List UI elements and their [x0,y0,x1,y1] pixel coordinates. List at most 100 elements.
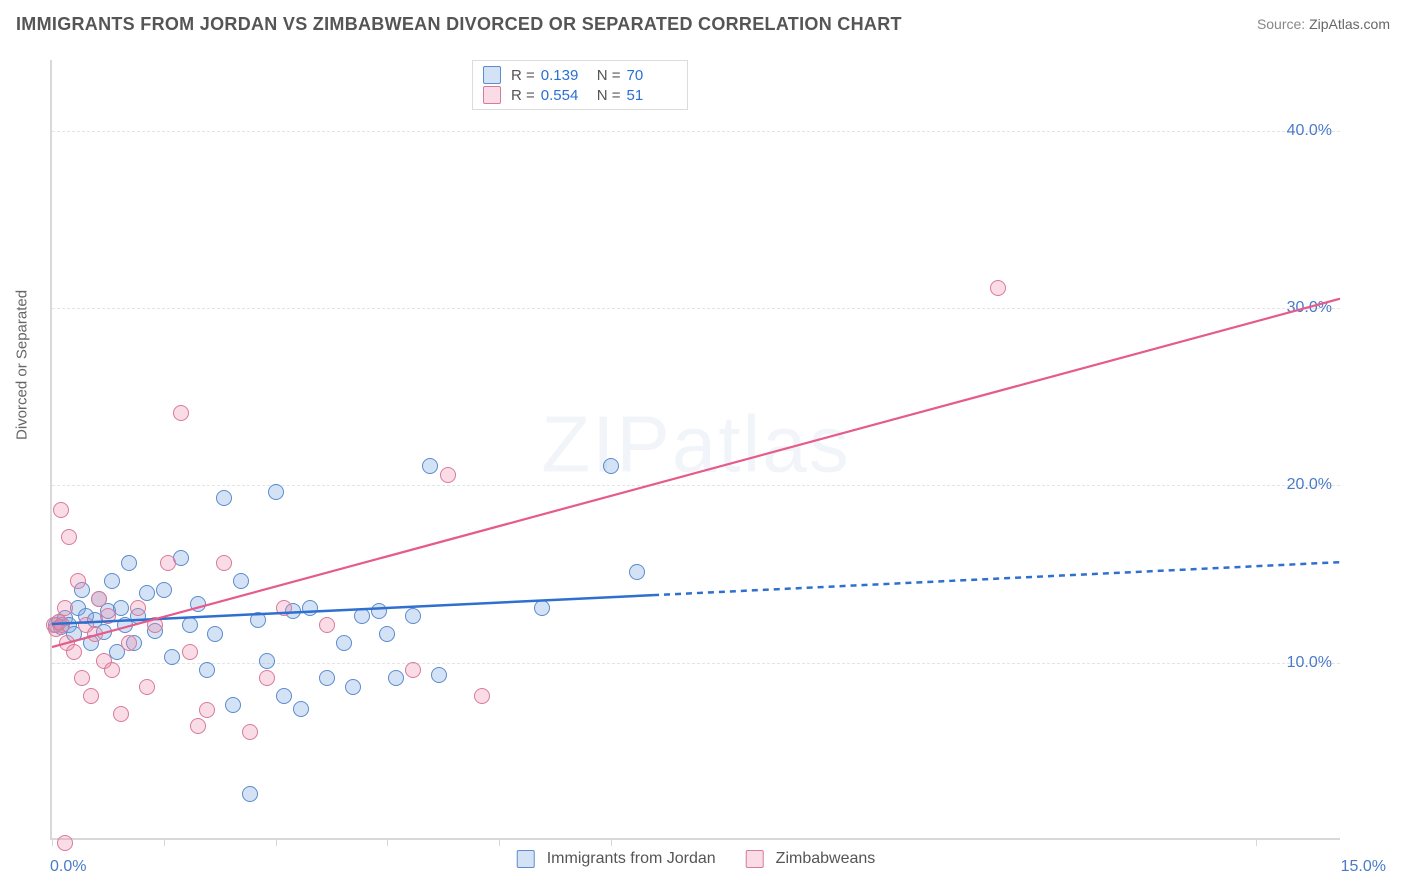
scatter-point [216,555,232,571]
n-label-1: N = [597,87,621,104]
scatter-point [242,724,258,740]
scatter-point [431,667,447,683]
n-value-0: 70 [627,67,677,84]
scatter-point [100,608,116,624]
scatter-point [121,555,137,571]
y-tick-label: 40.0% [1287,122,1332,140]
scatter-point [66,644,82,660]
scatter-point [199,662,215,678]
scatter-point [121,635,137,651]
scatter-point [104,573,120,589]
r-value-1: 0.554 [541,87,591,104]
legend-label-1: Zimbabweans [776,850,876,868]
scatter-point [379,626,395,642]
scatter-point [242,786,258,802]
scatter-point [250,612,266,628]
trend-lines-svg [52,60,1340,838]
legend-swatch-0 [517,850,535,868]
scatter-point [629,564,645,580]
scatter-point [345,679,361,695]
scatter-point [225,697,241,713]
scatter-point [233,573,249,589]
scatter-point [302,600,318,616]
scatter-point [83,688,99,704]
scatter-point [293,701,309,717]
scatter-point [534,600,550,616]
x-tick [164,838,165,846]
x-tick [499,838,500,846]
legend-item-1: Zimbabweans [746,850,876,868]
scatter-point [603,458,619,474]
y-tick-label: 30.0% [1287,299,1332,317]
scatter-point [422,458,438,474]
legend-label-0: Immigrants from Jordan [547,850,716,868]
scatter-point [336,635,352,651]
stats-legend-box: R = 0.139 N = 70 R = 0.554 N = 51 [472,60,688,110]
stats-row-series-1: R = 0.554 N = 51 [483,85,677,105]
scatter-point [91,591,107,607]
scatter-point [156,582,172,598]
gridline-h [52,663,1340,664]
scatter-point [139,679,155,695]
gridline-h [52,308,1340,309]
watermark: ZIPatlas [541,398,850,490]
scatter-point [268,484,284,500]
scatter-point [57,600,73,616]
scatter-point [87,626,103,642]
n-value-1: 51 [627,87,677,104]
scatter-point [259,653,275,669]
swatch-series-1 [483,86,501,104]
swatch-series-0 [483,66,501,84]
scatter-point [190,718,206,734]
legend-item-0: Immigrants from Jordan [517,850,716,868]
scatter-point [57,835,73,851]
stats-row-series-0: R = 0.139 N = 70 [483,65,677,85]
scatter-point [164,649,180,665]
scatter-point [74,670,90,686]
plot-area: ZIPatlas R = 0.139 N = 70 R = 0.554 N = … [50,60,1340,840]
scatter-point [70,573,86,589]
scatter-point [104,662,120,678]
scatter-point [139,585,155,601]
y-axis-label: Divorced or Separated [14,290,31,440]
scatter-point [371,603,387,619]
scatter-point [276,688,292,704]
scatter-point [160,555,176,571]
chart-container: IMMIGRANTS FROM JORDAN VS ZIMBABWEAN DIV… [0,0,1406,892]
scatter-point [173,405,189,421]
source-label: Source: [1257,16,1309,32]
gridline-h [52,131,1340,132]
scatter-point [276,600,292,616]
scatter-point [190,596,206,612]
scatter-point [130,600,146,616]
gridline-h [52,485,1340,486]
scatter-point [216,490,232,506]
scatter-point [207,626,223,642]
scatter-point [147,617,163,633]
x-tick [52,838,53,846]
scatter-point [474,688,490,704]
scatter-point [405,608,421,624]
chart-title: IMMIGRANTS FROM JORDAN VS ZIMBABWEAN DIV… [16,14,902,35]
y-tick-label: 10.0% [1287,654,1332,672]
scatter-point [388,670,404,686]
scatter-point [405,662,421,678]
x-tick [387,838,388,846]
scatter-point [259,670,275,686]
source-attribution: Source: ZipAtlas.com [1257,16,1390,32]
x-tick [276,838,277,846]
legend-bottom: Immigrants from Jordan Zimbabweans [517,850,876,868]
scatter-point [354,608,370,624]
scatter-point [440,467,456,483]
scatter-point [182,644,198,660]
x-tick-label-max: 15.0% [1341,858,1386,876]
r-label-1: R = [511,87,535,104]
scatter-point [182,617,198,633]
scatter-point [53,502,69,518]
scatter-point [54,617,70,633]
n-label-0: N = [597,67,621,84]
x-tick [1256,838,1257,846]
r-value-0: 0.139 [541,67,591,84]
y-tick-label: 20.0% [1287,476,1332,494]
scatter-point [113,706,129,722]
